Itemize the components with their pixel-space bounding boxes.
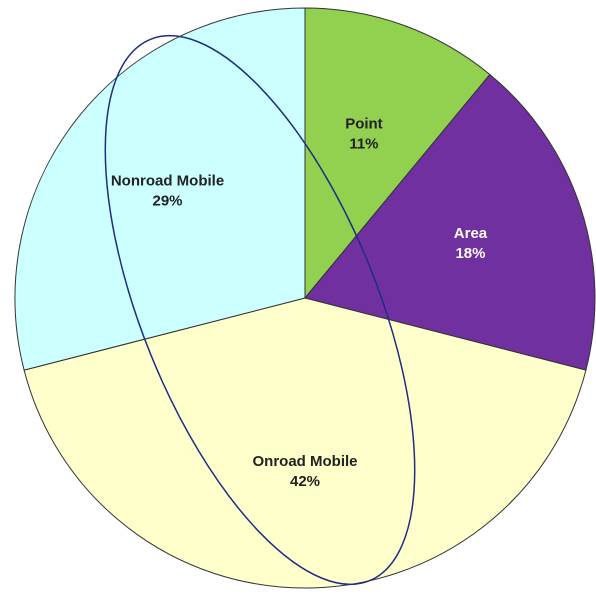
pie-slice [14, 7, 306, 371]
slice-value-label: 11% [349, 135, 378, 152]
slice-value-label: 29% [152, 192, 182, 209]
pie-slice [23, 297, 587, 589]
slice-value-label: 18% [455, 245, 485, 262]
slice-value-label: 42% [290, 473, 320, 490]
pie-slice [304, 73, 596, 371]
slice-label: Nonroad Mobile [111, 172, 224, 189]
annotation-ellipse [104, 34, 416, 586]
slice-label: Point [345, 115, 383, 132]
slice-label: Onroad Mobile [253, 453, 358, 470]
slice-label: Area [454, 225, 488, 242]
pie [14, 7, 596, 589]
